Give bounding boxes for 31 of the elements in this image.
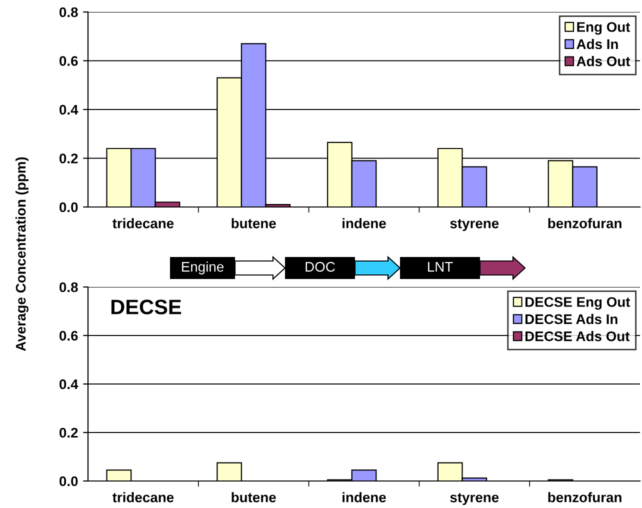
- x-tick-label: styrene: [450, 219, 499, 232]
- legend-label: Eng Out: [577, 22, 630, 35]
- x-tick-label: tridecane: [112, 218, 174, 228]
- y-tick-label: 0.0: [60, 476, 78, 486]
- x-tick-label: tridecane: [112, 492, 174, 502]
- y-tick-label: 0.0: [60, 202, 78, 212]
- y-tick-label: 0.8: [60, 282, 78, 292]
- x-tick-label: benzofuran: [548, 492, 622, 502]
- y-tick-label: 0.2: [60, 428, 78, 438]
- text: DOC: [306, 262, 335, 272]
- legend-label: DECSE Ads Out: [525, 331, 630, 342]
- y-tick-label: 0.6: [60, 330, 78, 341]
- legend-label: Ads Out: [576, 56, 630, 66]
- chart-title: DECSE: [111, 300, 182, 314]
- y-tick-label: 0.8: [60, 7, 78, 18]
- legend-label: Ads In: [576, 38, 618, 50]
- x-tick-label: butene: [232, 218, 276, 228]
- y-tick-label: 0.2: [60, 154, 78, 164]
- x-tick-label: indene: [342, 218, 386, 228]
- x-tick-label: benzofuran: [548, 218, 622, 228]
- y-tick-label: 0.4: [60, 379, 78, 390]
- x-tick-label: butene: [232, 492, 276, 502]
- text: Engine: [182, 262, 224, 274]
- legend-label: DECSE Ads In: [525, 314, 618, 324]
- x-tick-label: styrene: [450, 493, 499, 506]
- y-tick-label: 0.4: [60, 104, 78, 115]
- y-tick-label: 0.6: [60, 56, 78, 66]
- text: LNT: [428, 262, 453, 272]
- legend-label: DECSE Eng Out: [525, 297, 630, 310]
- x-tick-label: indene: [342, 492, 386, 502]
- y-axis-title: Average Concentration (ppm): [15, 157, 29, 352]
